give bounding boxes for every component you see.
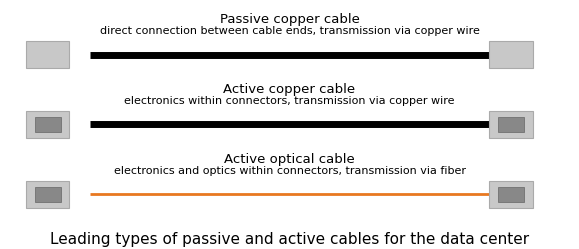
Bar <box>489 181 533 208</box>
Text: electronics and optics within connectors, transmission via fiber: electronics and optics within connectors… <box>113 166 466 176</box>
Text: Active copper cable: Active copper cable <box>223 83 356 96</box>
Bar <box>498 117 524 132</box>
Bar <box>26 111 69 138</box>
Bar <box>35 117 61 132</box>
Text: Active optical cable: Active optical cable <box>224 153 355 166</box>
Bar <box>498 187 524 202</box>
Bar <box>26 41 69 68</box>
Text: direct connection between cable ends, transmission via copper wire: direct connection between cable ends, tr… <box>100 26 479 36</box>
Text: electronics within connectors, transmission via copper wire: electronics within connectors, transmiss… <box>124 96 455 106</box>
Bar <box>489 111 533 138</box>
Bar <box>489 41 533 68</box>
Bar <box>26 181 69 208</box>
Bar <box>35 187 61 202</box>
Text: Leading types of passive and active cables for the data center: Leading types of passive and active cabl… <box>50 232 529 247</box>
Text: Passive copper cable: Passive copper cable <box>219 13 360 26</box>
